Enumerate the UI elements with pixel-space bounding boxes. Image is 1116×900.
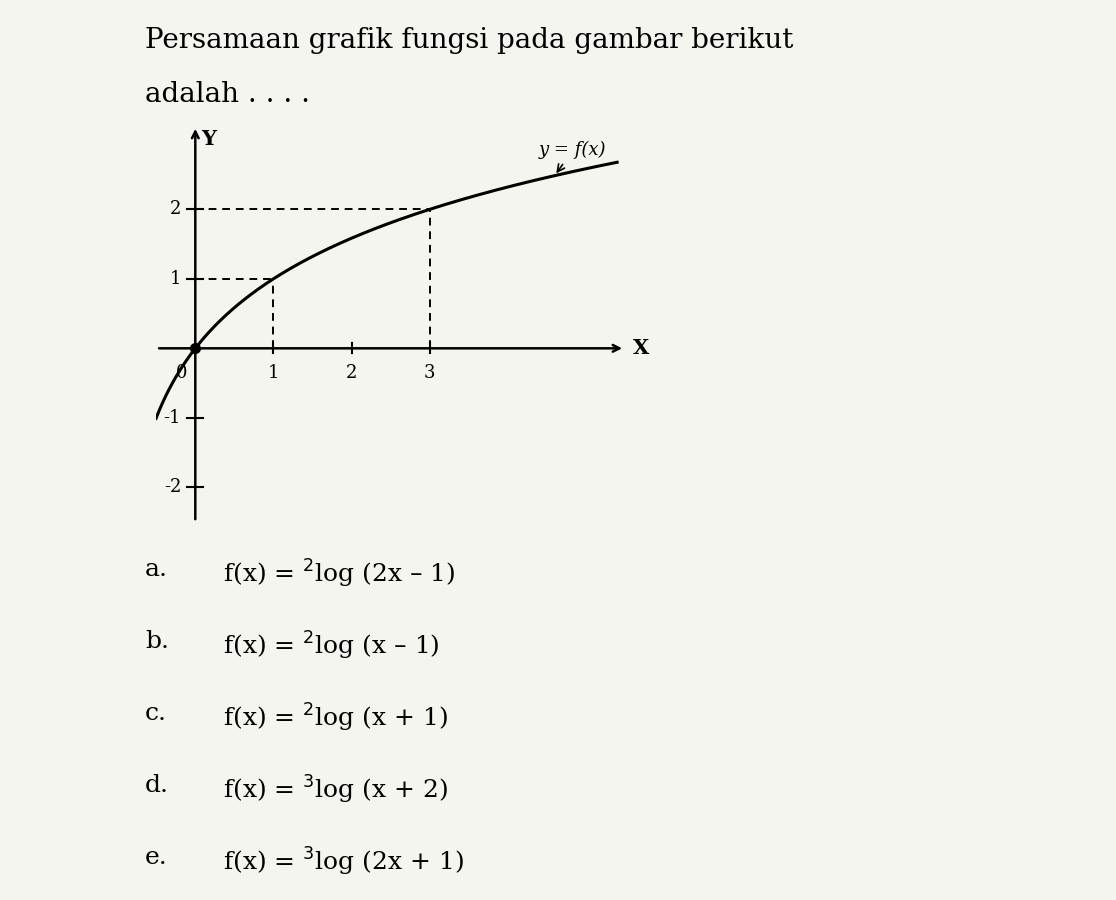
Text: f(x) = $^{2}$log (x – 1): f(x) = $^{2}$log (x – 1): [223, 630, 440, 662]
Text: e.: e.: [145, 846, 167, 869]
Text: -2: -2: [164, 478, 181, 496]
Text: f(x) = $^{2}$log (2x – 1): f(x) = $^{2}$log (2x – 1): [223, 558, 455, 590]
Text: 3: 3: [424, 364, 435, 382]
Text: b.: b.: [145, 630, 170, 653]
Text: c.: c.: [145, 702, 167, 725]
Text: y = f(x): y = f(x): [539, 141, 606, 172]
Text: Y: Y: [202, 130, 217, 149]
Text: f(x) = $^{3}$log (x + 2): f(x) = $^{3}$log (x + 2): [223, 774, 449, 806]
Text: 2: 2: [170, 201, 181, 219]
Text: 1: 1: [268, 364, 279, 382]
Text: 0: 0: [175, 364, 187, 382]
Text: 1: 1: [170, 270, 181, 288]
Text: adalah . . . .: adalah . . . .: [145, 81, 310, 108]
Text: a.: a.: [145, 558, 169, 581]
Text: -1: -1: [164, 409, 181, 427]
Text: 2: 2: [346, 364, 357, 382]
Text: f(x) = $^{3}$log (2x + 1): f(x) = $^{3}$log (2x + 1): [223, 846, 464, 878]
Text: d.: d.: [145, 774, 170, 797]
Text: f(x) = $^{2}$log (x + 1): f(x) = $^{2}$log (x + 1): [223, 702, 449, 734]
Text: X: X: [633, 338, 650, 358]
Text: Persamaan grafik fungsi pada gambar berikut: Persamaan grafik fungsi pada gambar beri…: [145, 27, 793, 54]
